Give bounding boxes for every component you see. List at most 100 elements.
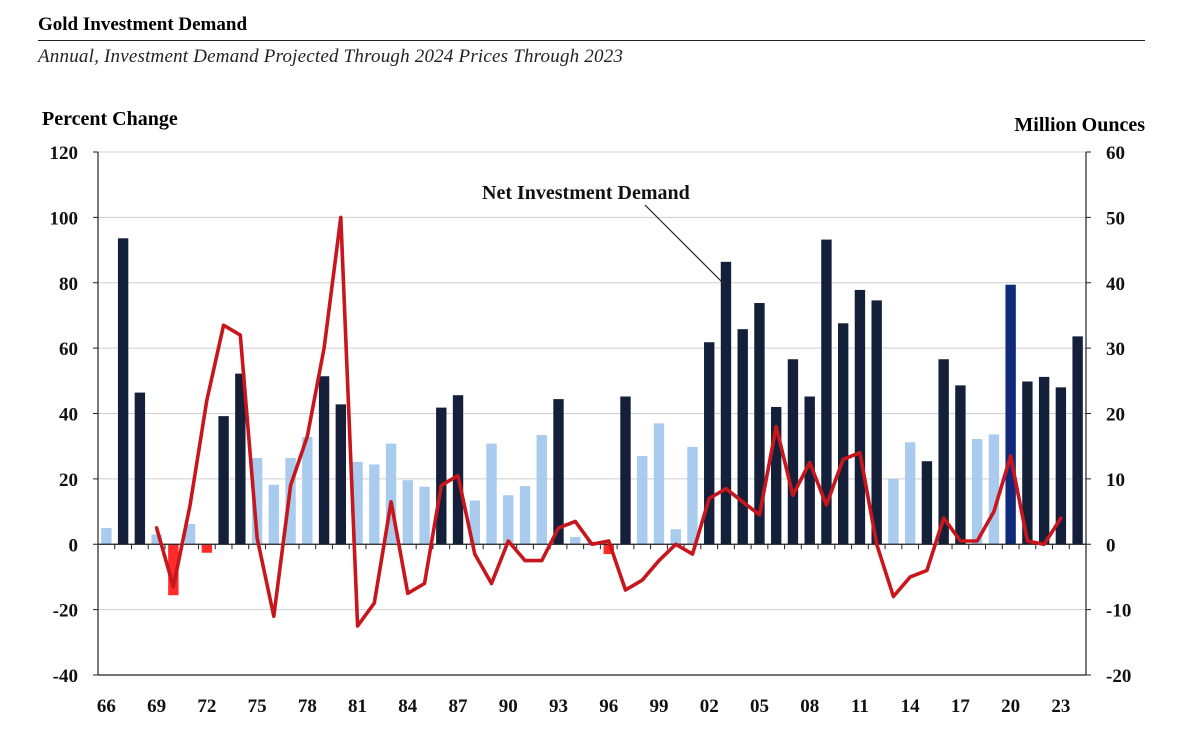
title-rule	[38, 40, 1145, 41]
x-tick-label: 05	[750, 696, 769, 717]
annotation-leader-line	[644, 204, 725, 285]
annotation-label: Net Investment Demand	[482, 182, 690, 204]
bar	[419, 486, 430, 545]
bar	[469, 500, 480, 545]
annotation-group: Net Investment Demand	[482, 182, 725, 285]
bar	[184, 523, 196, 545]
bar	[603, 544, 614, 555]
bar	[101, 527, 112, 545]
bar-series	[101, 238, 1083, 596]
x-tick-label: 14	[901, 696, 921, 717]
x-tick-label: 84	[398, 696, 418, 717]
bar	[285, 457, 296, 545]
bar	[570, 537, 581, 545]
bar	[787, 359, 799, 545]
price-change-line	[154, 215, 1063, 628]
x-tick-label: 78	[298, 696, 317, 717]
bar	[871, 300, 882, 545]
bar	[1022, 381, 1033, 545]
bar	[904, 442, 916, 545]
bar	[168, 544, 179, 596]
chart-subtitle: Annual, Investment Demand Projected Thro…	[38, 46, 624, 67]
bar	[938, 359, 949, 545]
x-tick-label: 96	[599, 696, 618, 717]
bar	[436, 407, 447, 545]
bar	[117, 238, 129, 545]
bar	[318, 376, 330, 545]
left-axis-label: Percent Change	[42, 108, 178, 130]
right-tick-label: 20	[1106, 405, 1125, 426]
bar	[670, 529, 681, 545]
bar	[134, 392, 146, 545]
bar	[1055, 387, 1067, 545]
x-tick-label: 23	[1051, 696, 1070, 717]
bar	[687, 446, 698, 545]
x-tick-label: 90	[499, 696, 518, 717]
left-tick-label: 100	[50, 208, 79, 229]
x-tick-label: 08	[800, 696, 819, 717]
x-tick-label: 17	[951, 696, 971, 717]
left-tick-label: -20	[53, 601, 78, 622]
bar	[704, 342, 715, 545]
bar	[268, 484, 280, 545]
bar	[720, 261, 732, 545]
bar	[888, 478, 899, 545]
bar	[335, 404, 347, 545]
bar	[988, 434, 1000, 545]
bar	[201, 544, 213, 553]
bar	[385, 443, 397, 545]
bar	[352, 461, 363, 545]
x-tick-label: 02	[700, 696, 719, 717]
bar	[955, 385, 966, 545]
right-tick-label: -10	[1106, 601, 1131, 622]
bar	[503, 495, 514, 545]
bar	[921, 461, 933, 545]
x-tick-label: 99	[649, 696, 668, 717]
bar	[553, 399, 564, 545]
bar	[235, 373, 246, 545]
chart-title: Gold Investment Demand	[38, 14, 248, 35]
bar	[637, 455, 648, 545]
bar	[804, 396, 815, 545]
bar	[519, 486, 531, 545]
bar	[302, 437, 313, 545]
right-tick-label: 10	[1106, 470, 1125, 491]
right-axis-label: Million Ounces	[1014, 114, 1145, 136]
x-tick-label: 72	[197, 696, 216, 717]
left-tick-label: 40	[59, 405, 78, 426]
bar	[1072, 336, 1083, 545]
bar	[486, 443, 497, 545]
left-tick-label: 60	[59, 339, 78, 360]
bar	[620, 396, 631, 545]
bar	[402, 480, 413, 545]
bar	[771, 406, 782, 545]
x-tick-label: 93	[549, 696, 568, 717]
right-tick-label: 30	[1106, 339, 1125, 360]
right-tick-label: 60	[1106, 143, 1125, 164]
x-tick-label: 69	[147, 696, 166, 717]
x-tick-label: 81	[348, 696, 367, 717]
bar	[754, 303, 765, 545]
left-tick-label: -40	[53, 666, 78, 687]
bar	[1005, 284, 1016, 545]
bar	[369, 464, 380, 545]
left-tick-label: 80	[59, 274, 78, 295]
bar	[151, 534, 162, 545]
x-tick-label: 66	[97, 696, 116, 717]
right-tick-label: -20	[1106, 666, 1131, 687]
bar	[218, 416, 229, 545]
x-tick-label: 20	[1001, 696, 1020, 717]
x-tick-label: 11	[851, 696, 869, 717]
bar	[536, 435, 547, 545]
line-series	[154, 215, 1063, 628]
right-tick-label: 50	[1106, 208, 1125, 229]
bar	[737, 329, 748, 545]
right-tick-label: 40	[1106, 274, 1125, 295]
x-tick-label: 87	[449, 696, 469, 717]
bar	[251, 457, 263, 545]
bar	[452, 395, 464, 545]
bar	[821, 239, 832, 545]
x-tick-label: 75	[248, 696, 267, 717]
left-tick-label: 120	[50, 143, 79, 164]
